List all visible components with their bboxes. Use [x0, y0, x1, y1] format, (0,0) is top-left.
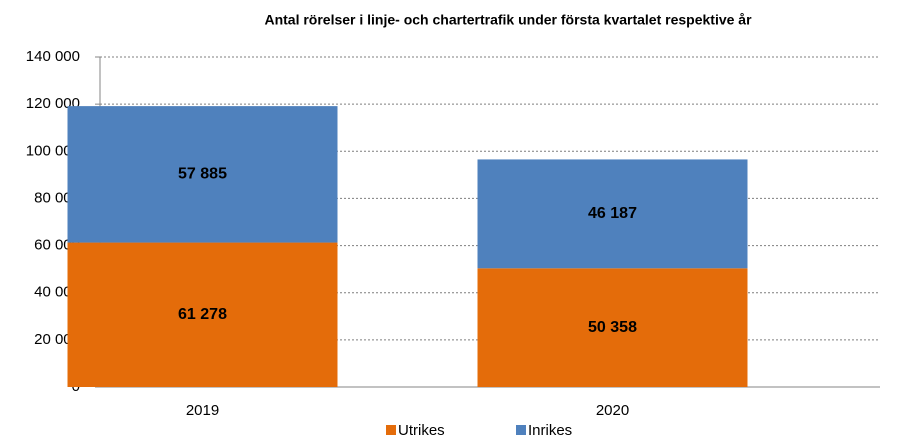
legend-label: Utrikes — [398, 422, 445, 439]
y-tick-label: 140 000 — [26, 48, 80, 65]
bar-segment — [477, 159, 748, 269]
legend-swatch — [516, 425, 526, 435]
legend-swatch — [386, 425, 396, 435]
bar-segment — [477, 268, 748, 387]
value-label: 50 358 — [588, 319, 637, 336]
y-tick-label: 100 000 — [26, 142, 80, 159]
y-tick-label: 120 000 — [26, 95, 80, 112]
bar-segment — [67, 242, 338, 387]
value-label: 57 885 — [178, 166, 227, 183]
value-label: 46 187 — [588, 205, 637, 222]
value-label: 61 278 — [178, 306, 227, 323]
chart-title: Antal rörelser i linje- och chartertrafi… — [264, 12, 752, 28]
x-tick-label: 2020 — [596, 402, 629, 419]
legend-label: Inrikes — [528, 422, 572, 439]
bar-segment — [67, 106, 338, 243]
x-tick-label: 2019 — [186, 402, 219, 419]
